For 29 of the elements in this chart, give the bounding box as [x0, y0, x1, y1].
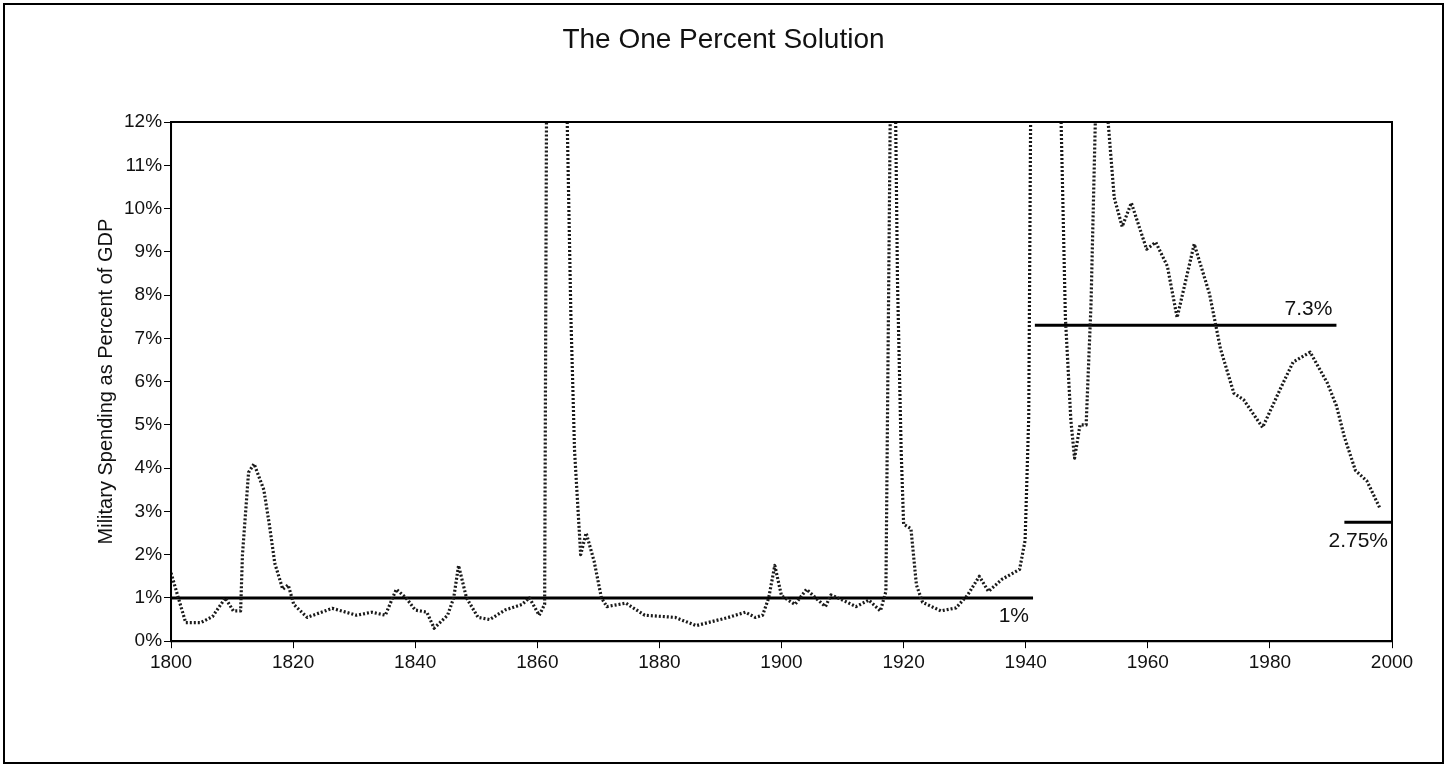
y-tick-label: 6% — [134, 369, 163, 391]
x-tick-label: 1920 — [882, 650, 925, 672]
y-tick-label: 7% — [134, 326, 163, 348]
y-tick-label: 9% — [134, 240, 163, 262]
annotation: 7.3% — [1284, 295, 1333, 319]
y-tick-label: 5% — [134, 413, 163, 435]
y-tick-label: 11% — [125, 153, 163, 175]
x-tick-label: 1840 — [394, 650, 437, 672]
chart-title: The One Percent Solution — [561, 23, 886, 55]
y-tick-label: 10% — [124, 196, 163, 218]
y-tick-label: 2% — [134, 542, 163, 564]
x-tick-label: 1820 — [271, 650, 315, 672]
x-tick-label: 1980 — [1248, 650, 1292, 672]
y-tick-label: 12% — [124, 110, 163, 132]
y-tick-label: 3% — [134, 499, 163, 521]
x-tick-label: 1860 — [516, 650, 559, 672]
y-tick-label: 0% — [134, 629, 163, 651]
y-tick-label: 8% — [134, 283, 163, 305]
x-tick-label: 1880 — [638, 650, 681, 672]
annotation: 1% — [998, 603, 1030, 627]
y-tick-label: 1% — [134, 586, 163, 608]
x-tick-label: 1940 — [1004, 650, 1047, 672]
annotation: 2.75% — [1328, 527, 1388, 551]
x-tick-label: 1900 — [760, 650, 803, 672]
x-tick-label: 1960 — [1126, 650, 1169, 672]
x-tick-label: 1800 — [149, 650, 193, 672]
y-axis-title: Military Spending as Percent of GDP — [93, 218, 116, 545]
y-tick-label: 4% — [134, 456, 163, 478]
x-tick-label: 2000 — [1370, 650, 1414, 672]
